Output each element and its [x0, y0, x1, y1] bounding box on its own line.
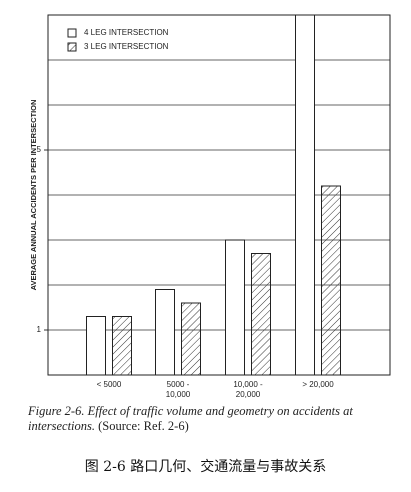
- plot-frame: [47, 14, 391, 376]
- bar: [251, 253, 271, 375]
- x-tick-label: > 20,000: [302, 380, 334, 389]
- bar: [295, 14, 315, 375]
- bar: [321, 185, 341, 375]
- legend-swatch: [67, 28, 77, 38]
- caption: Figure 2-6. Effect of traffic volume and…: [28, 404, 398, 434]
- bar: [181, 302, 201, 375]
- caption-cn: 图 2-6 路口几何、交通流量与事故关系: [84, 459, 327, 475]
- x-tick-label: 10,000 - 20,000: [233, 380, 263, 399]
- bar: [86, 316, 106, 375]
- y-tick-label: 5: [37, 145, 42, 154]
- legend-label: 3 LEG INTERSECTION: [84, 42, 169, 51]
- x-tick-label: 5000 - 10,000: [165, 380, 191, 399]
- x-tick-label: < 5000: [96, 380, 122, 389]
- y-axis-label: AVERAGE ANNUAL ACCIDENTS PER INTERSECTIO…: [29, 100, 38, 291]
- caption-source: (Source: Ref. 2-6): [98, 419, 189, 433]
- legend-label: 4 LEG INTERSECTION: [84, 28, 169, 37]
- bar: [112, 316, 132, 375]
- y-tick-label: 1: [37, 325, 42, 334]
- caption-text: Figure 2-6. Effect of traffic volume and…: [28, 404, 353, 433]
- bar: [155, 289, 175, 375]
- bar: [225, 239, 245, 375]
- legend-swatch: [67, 42, 77, 52]
